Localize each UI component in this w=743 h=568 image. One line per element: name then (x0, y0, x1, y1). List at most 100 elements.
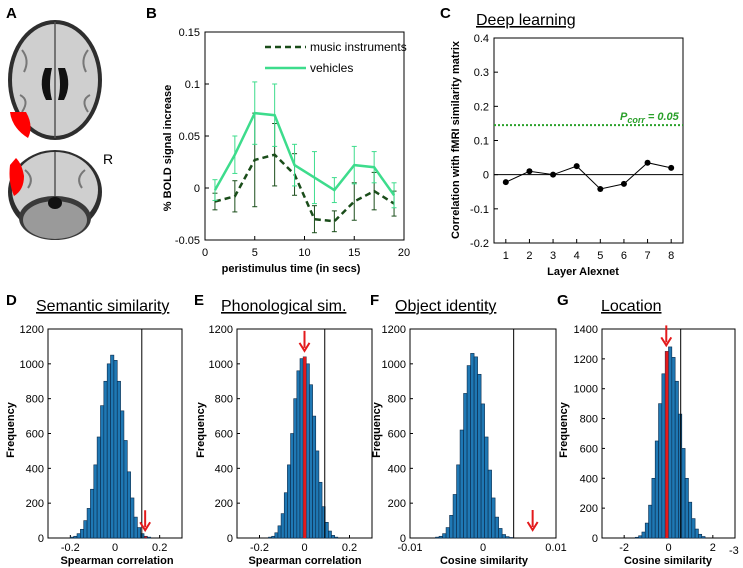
histogram-plot-e: 0 200 400 600 800 1000 1200 -0.2 0 0.2 (209, 324, 373, 554)
x-tick-label: 0 (301, 542, 307, 554)
series-line-vehicles (213, 111, 396, 197)
y-tick-label: 1200 (209, 324, 233, 336)
threshold-label-p: P (620, 111, 628, 123)
histogram-bar (661, 373, 666, 539)
histogram-bar (681, 448, 686, 539)
y-tick-label: 600 (580, 443, 598, 455)
y-tick-label: 0.1 (185, 79, 200, 91)
y-tick-label: 400 (580, 473, 598, 485)
histogram-bar (654, 440, 659, 539)
plot-frame (493, 37, 684, 244)
y-axis-label: Frequency (5, 401, 17, 458)
histogram-bar (299, 358, 304, 539)
panel-letter-e: E (194, 292, 204, 309)
histogram-bar (309, 384, 313, 539)
brain-axial-top (8, 20, 102, 140)
x-tick-label: 0 (665, 542, 671, 554)
x-axis-label: Spearman correlation (60, 555, 173, 567)
layer-point (550, 171, 557, 178)
histogram-plot-d: 0 200 400 600 800 1000 1200 -0.2 0 0.2 (20, 324, 183, 554)
x-tick-label: 20 (398, 247, 410, 259)
y-axis-label: % BOLD signal increase (162, 85, 174, 212)
x-tick-label: 5 (252, 247, 258, 259)
histogram-bar (70, 536, 74, 539)
chart-title: Object identity (395, 298, 496, 315)
y-tick-label: 0 (38, 533, 44, 545)
legend-label-vehicles: vehicles (310, 61, 353, 75)
y-tick-label: 200 (388, 498, 406, 510)
histogram-bar (435, 536, 440, 539)
x-tick-label: 6 (621, 250, 627, 262)
histogram-bar (445, 527, 450, 539)
histogram-bar (484, 436, 489, 539)
y-tick-label: 400 (26, 463, 44, 475)
y-axis-label: Correlation with fMRI similarity matrix (450, 40, 462, 239)
x-tick-label: 0 (480, 542, 486, 554)
panel-letter-g: G (557, 292, 569, 309)
threshold-label: Pcorr = 0.05 (620, 111, 680, 125)
histogram-bar (280, 513, 285, 539)
x-tick-label: 0 (202, 247, 208, 259)
histogram-bar (271, 535, 276, 539)
histogram-bar (644, 522, 649, 539)
histogram-bar (678, 413, 683, 539)
histogram-bar (312, 415, 317, 539)
histogram-bar (100, 405, 105, 539)
x-tick-label: 10 (298, 247, 310, 259)
histogram-bar (674, 380, 679, 539)
x-tick-label: 4 (574, 250, 580, 262)
histogram-bar (671, 357, 676, 539)
histogram-bar (133, 516, 138, 539)
histogram-bar (80, 528, 85, 539)
x-tick-label: 2 (526, 250, 532, 262)
histogram-bar (658, 403, 663, 539)
histogram-bar (701, 536, 706, 539)
x-tick-label: -0.2 (61, 542, 80, 554)
histogram-bar (466, 365, 471, 539)
x-tick-label: 15 (348, 247, 360, 259)
y-tick-label: 0 (592, 533, 598, 545)
histogram-bar (147, 536, 152, 539)
x-tick-label: 0 (112, 542, 118, 554)
chart-title: Phonological sim. (221, 298, 346, 315)
panel-letter-f: F (370, 292, 379, 309)
histogram-bar (290, 433, 294, 539)
histogram-bar (315, 450, 320, 539)
brain-coronal-bottom (8, 150, 102, 240)
x-tick-label: 0.2 (342, 542, 357, 554)
histogram-bar (283, 492, 288, 539)
histogram-f: Object identity Frequency Cosine similar… (371, 298, 529, 567)
observed-arrow-head (526, 521, 539, 532)
histogram-bar (442, 533, 447, 539)
histogram-bar (140, 533, 145, 539)
y-tick-label: -0.2 (470, 238, 489, 250)
panel-letter-b: B (146, 5, 157, 22)
histogram-bar (477, 373, 482, 539)
y-axis-label: Frequency (371, 401, 383, 458)
y-axis-label: Frequency (558, 401, 570, 458)
layer-point (597, 186, 604, 193)
y-tick-label: 0 (400, 533, 406, 545)
y-tick-label: 1000 (209, 359, 233, 371)
x-tick-label: 8 (668, 250, 674, 262)
activation-region-top (10, 112, 31, 138)
histogram-bar (438, 535, 443, 539)
y-tick-label: 800 (580, 414, 598, 426)
histogram-bar (463, 393, 468, 539)
x-tick-label: 2 (710, 542, 716, 554)
histogram-bar (684, 477, 689, 539)
chart-title: Deep learning (476, 12, 576, 29)
y-tick-label: 1200 (574, 354, 598, 366)
histogram-bar (487, 469, 492, 539)
x-axis-label: peristimulus time (in secs) (222, 263, 361, 275)
y-tick-label: 0.2 (474, 101, 489, 113)
histogram-bar (651, 477, 656, 539)
histogram-bar (86, 508, 91, 539)
histogram-bar (73, 535, 78, 539)
histogram-bar (494, 516, 499, 539)
histogram-bar (83, 520, 88, 539)
histogram-bar (505, 536, 510, 539)
panel-letter-c: C (440, 5, 451, 22)
